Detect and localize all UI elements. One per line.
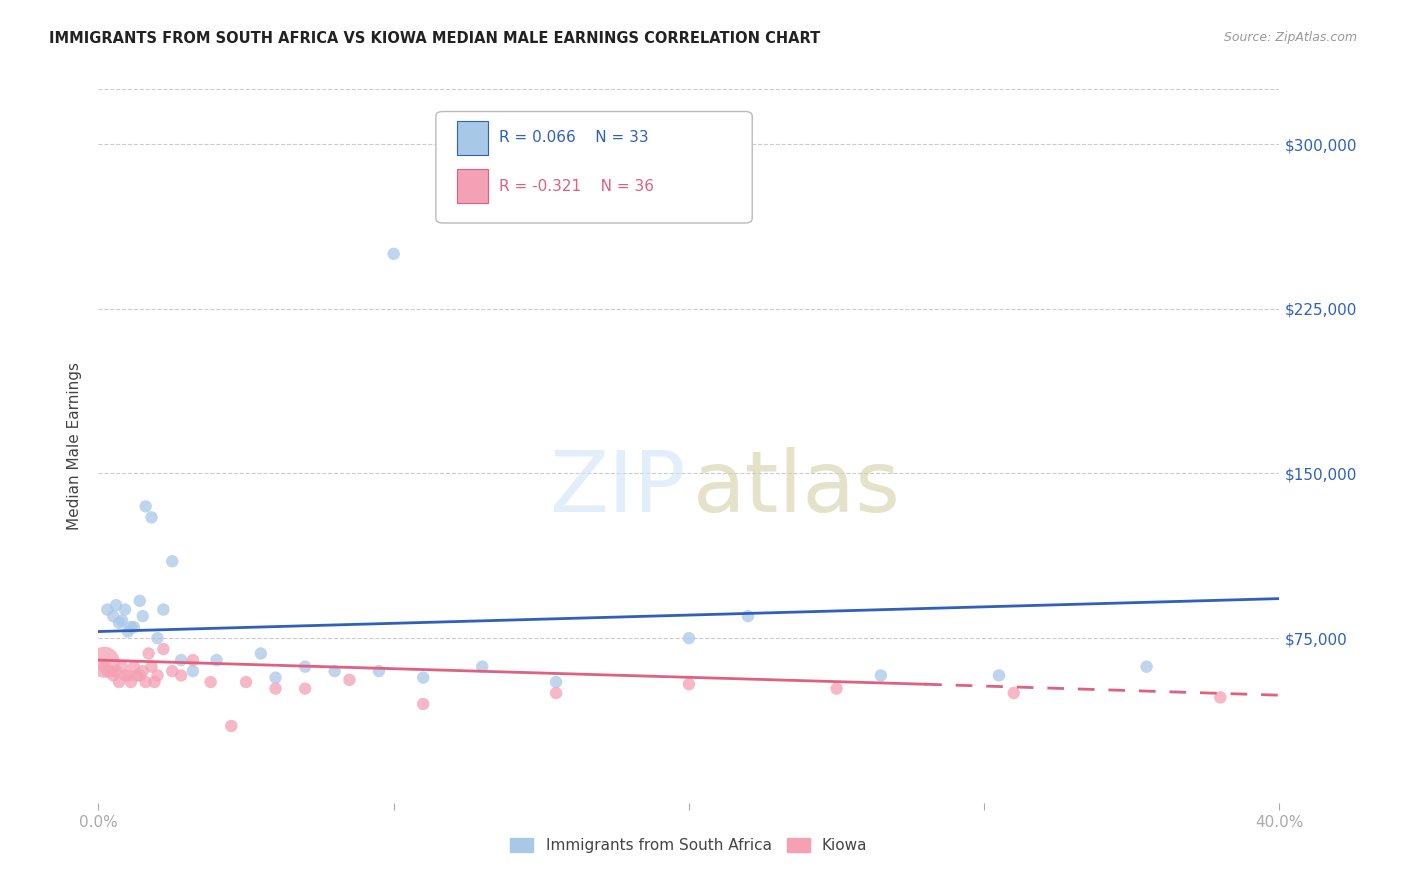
Point [146,668,169,682]
Point [323,664,346,678]
Point [825,681,848,696]
Point [103,668,125,682]
Point [221,719,243,733]
Point [111,659,134,673]
Text: R = 0.066    N = 33: R = 0.066 N = 33 [499,130,648,145]
Point [152,602,174,616]
Legend: Immigrants from South Africa, Kiowa: Immigrants from South Africa, Kiowa [505,832,873,859]
Point [264,671,287,685]
Point [125,668,148,682]
Point [294,659,316,673]
Point [162,554,183,568]
Point [143,675,166,690]
Point [98,664,121,678]
Point [117,668,139,682]
Point [132,609,155,624]
Point [111,614,134,628]
Point [135,500,157,514]
Point [114,668,136,682]
Point [546,686,568,700]
Point [471,659,494,673]
Y-axis label: Median Male Earnings: Median Male Earnings [67,362,83,530]
Point [294,681,316,696]
Text: IMMIGRANTS FROM SOUTH AFRICA VS KIOWA MEDIAN MALE EARNINGS CORRELATION CHART: IMMIGRANTS FROM SOUTH AFRICA VS KIOWA ME… [49,31,821,46]
Point [678,677,700,691]
Point [141,510,163,524]
Point [181,653,204,667]
Point [368,664,391,678]
Point [205,653,228,667]
Point [250,647,273,661]
Point [146,631,169,645]
Point [181,664,204,678]
Point [105,664,128,678]
Text: Source: ZipAtlas.com: Source: ZipAtlas.com [1223,31,1357,45]
Point [114,602,136,616]
Point [988,668,1011,682]
Point [152,642,174,657]
Point [122,620,145,634]
Point [135,675,157,690]
Point [1136,659,1159,673]
Point [162,664,183,678]
Point [235,675,257,690]
Point [737,609,759,624]
Point [122,659,145,673]
Point [170,653,193,667]
Point [96,602,118,616]
Point [96,664,118,678]
Point [170,668,193,682]
Text: R = -0.321    N = 36: R = -0.321 N = 36 [499,178,654,194]
Point [120,675,142,690]
Point [132,664,155,678]
Point [200,675,222,690]
Point [264,681,287,696]
Text: atlas: atlas [693,447,900,531]
Point [105,598,128,612]
Point [339,673,361,687]
Point [1209,690,1232,705]
Point [1002,686,1025,700]
Point [128,668,150,682]
Text: ZIP: ZIP [548,447,685,531]
Point [678,631,700,645]
Point [128,594,150,608]
Point [120,620,142,634]
Point [138,647,160,661]
Point [108,675,131,690]
Point [117,624,139,639]
Point [412,671,434,685]
Point [412,697,434,711]
Point [108,615,131,630]
Point [103,609,125,624]
Point [93,659,115,673]
Point [546,675,568,690]
Point [870,668,893,682]
Point [93,655,115,669]
Point [382,247,405,261]
Point [141,659,163,673]
